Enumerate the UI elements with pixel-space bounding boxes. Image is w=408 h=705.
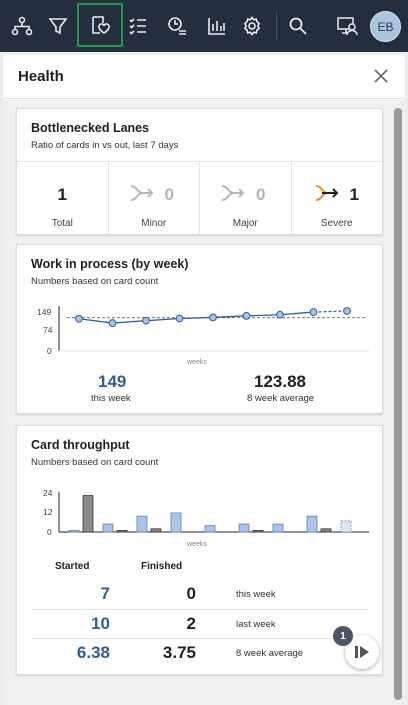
checklist-icon[interactable]	[118, 0, 158, 52]
started-bar	[170, 512, 182, 533]
finished-bar	[320, 528, 332, 533]
gear-icon[interactable]	[232, 0, 272, 52]
avatar[interactable]: EB	[370, 11, 401, 42]
wip-data-point	[142, 316, 150, 325]
health-panel: Health Bottlenecked Lanes Ratio of cards…	[3, 55, 405, 705]
throughput-row-last-week: 10 2 last week	[31, 609, 369, 638]
y-tick-label: 24	[43, 488, 53, 498]
row-label: this week	[236, 589, 276, 600]
top-toolbar: EB	[0, 0, 408, 52]
presentation-user-icon[interactable]	[327, 0, 367, 52]
wip-this-week-value: 149	[98, 372, 127, 391]
started-bar	[306, 515, 318, 533]
wip-data-point	[309, 308, 318, 316]
finished-bar	[150, 528, 162, 533]
finished-value: 0	[186, 584, 196, 603]
y-tick-label: 0	[47, 346, 52, 356]
wip-line-chart: 149 74 0 weeks	[37, 306, 369, 366]
panel-header: Health	[3, 55, 405, 99]
card-title: Card throughput	[31, 438, 130, 452]
lane-label: Total	[51, 218, 73, 229]
panel-title: Health	[18, 68, 64, 85]
started-value: 7	[100, 584, 110, 603]
wip-data-point	[75, 314, 83, 323]
avatar-initials: EB	[377, 19, 394, 34]
lane-stats-row: 1 Total 0 Minor 0 Major 1 Severe	[17, 161, 382, 234]
started-bar	[102, 523, 114, 533]
lane-total[interactable]: 1 Total	[17, 162, 109, 234]
started-value: 10	[91, 614, 110, 633]
play-icon	[355, 646, 369, 658]
wip-average-label: 8 week average	[247, 393, 315, 404]
y-tick-label: 12	[43, 507, 53, 517]
wip-data-point	[343, 307, 351, 315]
throughput-card: Card throughput Numbers based on card co…	[16, 425, 383, 675]
lane-value: 1	[349, 185, 359, 204]
lane-severe[interactable]: 1 Severe	[292, 162, 383, 234]
wip-series-line	[78, 311, 314, 324]
started-value: 6.38	[76, 643, 110, 662]
lane-value: 0	[256, 185, 266, 204]
lane-label: Severe	[320, 218, 353, 229]
toolbar-divider	[276, 12, 277, 40]
notification-badge: 1	[333, 626, 353, 646]
search-icon[interactable]	[278, 0, 318, 52]
lane-label: Minor	[141, 218, 167, 229]
finished-header: Finished	[141, 561, 183, 572]
bottleneck-arrows-icon	[315, 185, 338, 201]
bar-chart-icon[interactable]	[197, 0, 237, 52]
throughput-row-this-week: 7 0 this week	[31, 580, 369, 609]
x-axis-label: weeks	[186, 541, 207, 548]
wip-data-point	[108, 319, 117, 327]
wip-series-line-current	[313, 310, 348, 313]
lane-value: 0	[164, 185, 174, 204]
health-icon[interactable]	[77, 3, 123, 47]
card-subtitle: Ratio of cards in vs out, last 7 days	[31, 140, 179, 151]
started-bar	[68, 530, 80, 533]
y-tick-label: 74	[43, 325, 53, 335]
y-tick-label: 149	[37, 307, 51, 317]
finished-bar	[116, 530, 128, 533]
timeline-icon[interactable]	[157, 0, 197, 52]
scrollbar[interactable]	[394, 108, 402, 700]
card-subtitle: Numbers based on card count	[31, 457, 159, 468]
card-title: Bottlenecked Lanes	[31, 121, 150, 135]
y-tick-label: 0	[47, 527, 52, 537]
wip-this-week-label: this week	[91, 393, 131, 404]
wip-data-point	[276, 310, 284, 319]
started-bar	[238, 523, 250, 533]
hierarchy-icon[interactable]	[2, 0, 42, 52]
finished-value: 2	[186, 614, 196, 633]
wip-data-point	[209, 313, 217, 322]
card-title: Work in process (by week)	[31, 257, 189, 271]
lane-value: 1	[57, 185, 67, 204]
lane-label: Major	[232, 218, 258, 229]
row-label: last week	[236, 619, 276, 630]
x-axis-label: weeks	[186, 359, 207, 366]
started-header: Started	[55, 561, 90, 572]
started-bar	[204, 525, 216, 533]
throughput-bar-chart: 24 12 0 weeks	[43, 488, 369, 548]
bottlenecked-lanes-card: Bottlenecked Lanes Ratio of cards in vs …	[16, 108, 383, 235]
wip-data-point	[175, 314, 184, 323]
filter-icon[interactable]	[38, 0, 78, 52]
lane-minor[interactable]: 0 Minor	[109, 162, 200, 234]
card-subtitle: Numbers based on card count	[31, 276, 159, 287]
started-bar	[340, 520, 352, 533]
row-label: 8 week average	[236, 648, 304, 659]
bottleneck-arrows-icon	[130, 185, 153, 201]
close-icon[interactable]	[371, 66, 391, 86]
finished-value: 3.75	[162, 643, 196, 662]
wip-card: Work in process (by week) Numbers based …	[16, 244, 383, 414]
started-bar	[136, 515, 148, 533]
finished-bar	[252, 530, 264, 533]
wip-data-point	[242, 311, 251, 320]
wip-average-value: 123.88	[254, 372, 306, 391]
finished-bar	[82, 495, 94, 533]
started-bar	[272, 523, 284, 533]
throughput-row-average: 6.38 3.75 8 week average	[31, 638, 369, 667]
bottleneck-arrows-icon	[221, 185, 245, 201]
lane-major[interactable]: 0 Major	[200, 162, 292, 234]
